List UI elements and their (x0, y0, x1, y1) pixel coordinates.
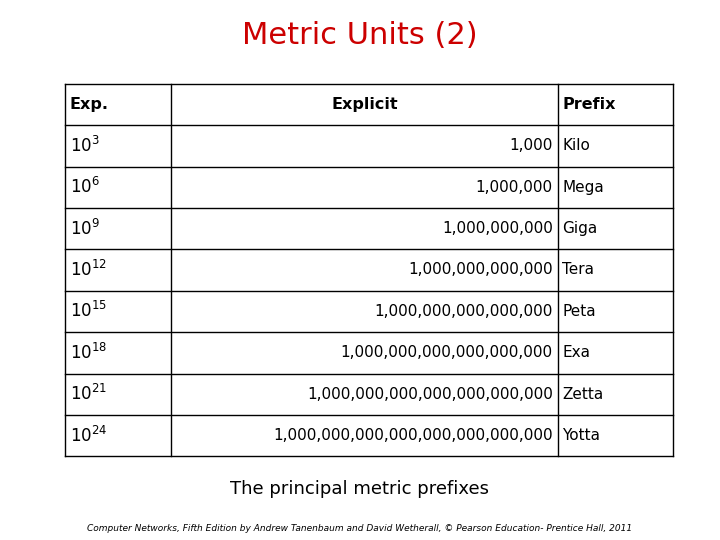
Text: Yotta: Yotta (562, 428, 600, 443)
Text: 1,000,000,000: 1,000,000,000 (442, 221, 553, 236)
Text: $\mathdefault{10}^{24}$: $\mathdefault{10}^{24}$ (70, 426, 107, 446)
Text: 1,000,000,000,000: 1,000,000,000,000 (408, 262, 553, 278)
Text: Metric Units (2): Metric Units (2) (242, 21, 478, 50)
Text: $\mathdefault{10}^{18}$: $\mathdefault{10}^{18}$ (70, 343, 107, 363)
Text: Computer Networks, Fifth Edition by Andrew Tanenbaum and David Wetherall, © Pear: Computer Networks, Fifth Edition by Andr… (87, 524, 633, 532)
Text: Exp.: Exp. (70, 97, 109, 112)
Text: 1,000: 1,000 (509, 138, 553, 153)
Text: Exa: Exa (562, 345, 590, 360)
Text: 1,000,000: 1,000,000 (476, 180, 553, 195)
Text: $\mathdefault{10}^{6}$: $\mathdefault{10}^{6}$ (70, 177, 99, 197)
Text: Peta: Peta (562, 304, 596, 319)
Text: $\mathdefault{10}^{3}$: $\mathdefault{10}^{3}$ (70, 136, 99, 156)
Text: 1,000,000,000,000,000,000,000: 1,000,000,000,000,000,000,000 (307, 387, 553, 402)
Text: $\mathdefault{10}^{12}$: $\mathdefault{10}^{12}$ (70, 260, 107, 280)
Text: Tera: Tera (562, 262, 595, 278)
Text: Giga: Giga (562, 221, 598, 236)
Text: Prefix: Prefix (562, 97, 616, 112)
Text: 1,000,000,000,000,000,000,000,000: 1,000,000,000,000,000,000,000,000 (273, 428, 553, 443)
Text: 1,000,000,000,000,000: 1,000,000,000,000,000 (374, 304, 553, 319)
Text: $\mathdefault{10}^{9}$: $\mathdefault{10}^{9}$ (70, 219, 99, 239)
Text: Kilo: Kilo (562, 138, 590, 153)
Text: Zetta: Zetta (562, 387, 604, 402)
Text: The principal metric prefixes: The principal metric prefixes (230, 480, 490, 498)
Text: $\mathdefault{10}^{21}$: $\mathdefault{10}^{21}$ (70, 384, 107, 404)
Text: Mega: Mega (562, 180, 604, 195)
Text: Explicit: Explicit (331, 97, 397, 112)
Text: $\mathdefault{10}^{15}$: $\mathdefault{10}^{15}$ (70, 301, 107, 321)
Text: 1,000,000,000,000,000,000: 1,000,000,000,000,000,000 (341, 345, 553, 360)
